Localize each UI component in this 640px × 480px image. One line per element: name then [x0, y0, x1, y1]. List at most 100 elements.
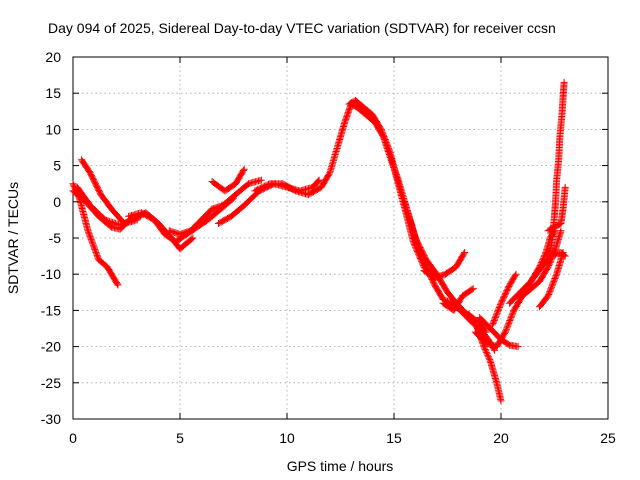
series-arc-13: [439, 285, 477, 314]
data-segment: [227, 202, 247, 220]
data-segment: [215, 213, 234, 227]
data-segment: [465, 310, 481, 331]
data-segment: [558, 94, 567, 119]
data-point: [461, 248, 469, 256]
data-segment: [510, 293, 526, 314]
data-segment: [232, 181, 251, 199]
data-segment: [559, 185, 569, 213]
y-tick-label: 20: [45, 49, 61, 65]
data-segment: [441, 264, 459, 278]
data-point: [240, 165, 248, 173]
data-segment: [150, 216, 168, 237]
data-segment: [557, 207, 567, 227]
data-segment: [527, 264, 543, 285]
data-segment: [197, 206, 215, 224]
data-point: [189, 234, 197, 242]
data-segment: [377, 125, 393, 154]
data-point: [257, 176, 265, 184]
data-point: [469, 285, 477, 293]
data-segment: [493, 329, 508, 351]
data-segment: [116, 217, 135, 229]
data-segment: [232, 167, 247, 188]
data-segment: [334, 120, 348, 148]
series-arc-11: [401, 198, 499, 354]
data-segment: [251, 180, 272, 195]
data-segment: [506, 272, 519, 289]
y-tick-label: -15: [41, 302, 61, 318]
data-point: [315, 176, 323, 184]
series-arc-7: [208, 165, 248, 195]
series-arc-20: [536, 248, 567, 311]
data-segment: [86, 201, 108, 223]
y-tick-label: -30: [41, 411, 61, 427]
data-segment: [518, 279, 534, 300]
data-segment: [536, 264, 551, 285]
data-segment: [240, 188, 262, 209]
data-segment: [450, 293, 466, 314]
y-axis-label: SDTVAR / TECUs: [5, 182, 21, 294]
data-segment: [317, 170, 333, 191]
data-segment: [101, 216, 123, 228]
data-segment: [480, 343, 494, 364]
data-segment: [488, 301, 504, 329]
data-segment: [279, 180, 298, 194]
x-tick-label: 15: [386, 430, 402, 446]
data-point: [557, 227, 565, 235]
data-segment: [544, 272, 560, 300]
x-axis-label: GPS time / hours: [287, 458, 394, 474]
y-tick-label: 5: [53, 158, 61, 174]
data-segment: [354, 104, 369, 118]
data-segment: [360, 104, 375, 118]
data-segment: [555, 134, 564, 162]
data-segment: [407, 220, 423, 255]
data-point: [514, 343, 522, 351]
data-segment: [352, 96, 367, 111]
data-point: [497, 397, 505, 405]
y-tick-label: 0: [53, 194, 61, 210]
data-segment: [536, 293, 551, 311]
chart-grid: [73, 57, 608, 419]
y-tick-label: -20: [41, 339, 61, 355]
data-segment: [431, 281, 446, 302]
data-segment: [527, 278, 542, 293]
data-series: [69, 78, 569, 405]
data-segment: [497, 283, 513, 307]
data-segment: [401, 198, 415, 226]
data-segment: [493, 379, 505, 403]
data-point: [491, 346, 499, 354]
data-segment: [187, 217, 204, 235]
data-segment: [304, 184, 324, 199]
series-arc-22: [544, 183, 569, 235]
data-segment: [326, 141, 342, 177]
y-tick-labels: -30 -25 -20 -15 -10 -5 0 5 10 15 20: [41, 49, 61, 427]
data-segment: [86, 169, 104, 197]
data-segment: [219, 192, 238, 209]
data-segment: [544, 224, 557, 235]
data-segment: [369, 111, 384, 132]
data-segment: [476, 314, 493, 331]
x-tick-label: 0: [69, 430, 77, 446]
data-segment: [103, 263, 121, 288]
data-segment: [553, 250, 567, 278]
data-segment: [97, 191, 115, 212]
data-segment: [204, 206, 223, 224]
data-segment: [84, 227, 102, 262]
y-tick-label: -10: [41, 266, 61, 282]
data-segment: [221, 181, 238, 195]
data-segment: [176, 235, 196, 253]
series-arc-17: [488, 270, 520, 329]
x-tick-labels: 0 5 10 15 20 25: [69, 430, 616, 446]
data-point: [114, 281, 122, 289]
data-segment: [501, 308, 517, 336]
axis-ticks: [72, 56, 609, 420]
y-tick-label: 15: [45, 85, 61, 101]
data-point: [559, 248, 567, 256]
data-segment: [556, 113, 566, 141]
data-segment: [459, 286, 476, 300]
data-segment: [416, 249, 429, 269]
data-segment: [309, 177, 322, 191]
x-tick-label: 10: [279, 430, 295, 446]
data-segment: [439, 296, 454, 307]
data-segment: [559, 80, 568, 101]
chart-title: Day 094 of 2025, Sidereal Day-to-day VTE…: [48, 20, 556, 36]
